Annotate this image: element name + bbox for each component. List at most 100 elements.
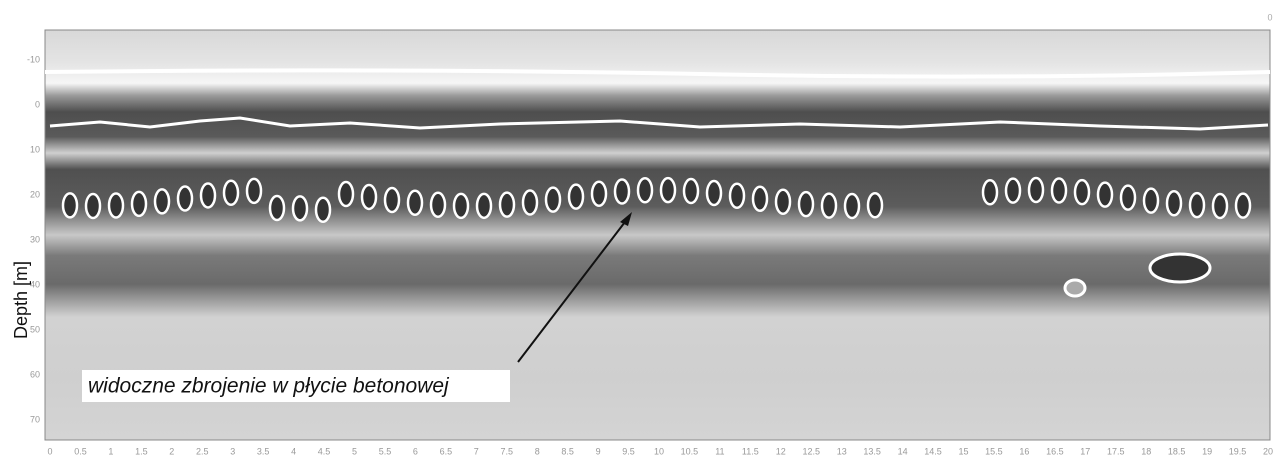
rebar-reflection <box>222 179 240 207</box>
rebar-reflection <box>636 176 654 204</box>
x-tick-label: 8.5 <box>561 446 574 456</box>
arrow <box>517 217 629 363</box>
x-tick-label: 18.5 <box>1168 446 1186 456</box>
x-tick-label: 3.5 <box>257 446 270 456</box>
y-tick-label: 10 <box>30 144 40 154</box>
surface-reflection <box>44 68 1271 79</box>
rebar-reflection <box>130 190 148 218</box>
x-tick-label: 0 <box>47 446 52 456</box>
y-tick-label: -10 <box>27 54 40 64</box>
rebar-reflection <box>406 189 424 216</box>
x-tick-label: 6.5 <box>440 446 453 456</box>
rebar-reflection <box>1050 177 1068 204</box>
y-tick-label: 0 <box>35 99 40 109</box>
rebar-reflection <box>176 185 194 212</box>
rebar-reflections <box>61 176 1252 298</box>
x-tick-label: 7.5 <box>500 446 513 456</box>
x-tick-label: 1.5 <box>135 446 148 456</box>
x-tick-label: 7 <box>474 446 479 456</box>
rebar-reflection <box>659 176 677 204</box>
corner-label: 0 <box>1267 12 1272 22</box>
x-tick-label: 14.5 <box>924 446 942 456</box>
rebar-reflection <box>107 192 125 219</box>
x-tick-label: 9 <box>596 446 601 456</box>
rebar-reflection <box>1165 190 1183 217</box>
x-tick-label: 5.5 <box>379 446 392 456</box>
annotation: widoczne zbrojenie w płycie betonowej <box>88 375 450 398</box>
rebar-reflection <box>245 177 263 205</box>
x-tick-label: 15 <box>958 446 968 456</box>
x-tick-label: 19 <box>1202 446 1212 456</box>
x-tick-label: 16 <box>1019 446 1029 456</box>
x-tick-label: 18 <box>1141 446 1151 456</box>
rebar-reflection <box>337 180 355 208</box>
x-tick-label: 10.5 <box>681 446 699 456</box>
x-tick-label: 8 <box>535 446 540 456</box>
rebar-reflection <box>544 186 562 213</box>
x-tick-label: 14 <box>898 446 908 456</box>
x-tick-label: 17 <box>1080 446 1090 456</box>
x-tick-label: 6 <box>413 446 418 456</box>
rebar-reflection <box>1188 191 1206 219</box>
rebar-reflection <box>1096 181 1114 208</box>
rebar-reflection <box>521 189 539 216</box>
rebar-reflection <box>1004 177 1022 204</box>
annotation-box <box>82 370 510 402</box>
x-tick-label: 12 <box>776 446 786 456</box>
rebar-reflection <box>1234 192 1252 219</box>
rebar-reflection <box>705 179 723 207</box>
rebar-reflection <box>291 195 309 222</box>
x-tick-label: 15.5 <box>985 446 1003 456</box>
rebar-reflection <box>751 185 769 213</box>
rebar-reflection <box>1119 184 1137 211</box>
y-tick-label: 30 <box>30 234 40 244</box>
rebar-reflection <box>429 191 447 219</box>
rebar-reflection <box>268 194 286 222</box>
rebar-reflection <box>843 192 861 220</box>
x-tick-label: 3 <box>230 446 235 456</box>
x-tick-label: 2.5 <box>196 446 209 456</box>
rebar-reflection <box>866 191 884 219</box>
x-tick-label: 4 <box>291 446 296 456</box>
y-tick-label: 50 <box>30 324 40 334</box>
x-tick-label: 10 <box>654 446 664 456</box>
x-tick-label: 4.5 <box>318 446 331 456</box>
x-tick-label: 13 <box>837 446 847 456</box>
rebar-reflection <box>199 182 217 209</box>
rebar-reflection <box>774 188 792 215</box>
x-tick-label: 19.5 <box>1229 446 1247 456</box>
anomaly <box>1148 252 1212 284</box>
x-tick-label: 13.5 <box>863 446 881 456</box>
rebar-reflection <box>981 179 999 206</box>
rebar-reflection <box>797 190 815 218</box>
rebar-reflection <box>153 188 171 215</box>
rebar-reflection <box>1027 176 1045 204</box>
y-tick-label: 20 <box>30 189 40 199</box>
rebar-reflection <box>1142 187 1160 214</box>
rebar-reflection <box>1073 178 1091 206</box>
rebar-reflection <box>1211 192 1229 220</box>
y-tick-label: 40 <box>30 279 40 289</box>
x-tick-label: 9.5 <box>622 446 635 456</box>
x-tick-label: 16.5 <box>1046 446 1064 456</box>
rebar-reflection <box>567 183 585 210</box>
x-tick-label: 5 <box>352 446 357 456</box>
rebar-reflection <box>728 182 746 210</box>
rebar-reflection <box>61 192 79 219</box>
rebar-reflection <box>498 191 516 218</box>
x-tick-label: 11 <box>715 446 724 456</box>
layer-reflection <box>49 116 1269 131</box>
x-tick-label: 0.5 <box>74 446 87 456</box>
rebar-reflection <box>820 192 838 219</box>
x-tick-label: 20 <box>1263 446 1273 456</box>
rebar-reflection <box>84 192 102 220</box>
rebar-reflection <box>383 186 401 214</box>
x-tick-label: 2 <box>169 446 174 456</box>
y-tick-label: 60 <box>30 369 40 379</box>
rebar-reflection <box>452 192 470 220</box>
y-tick-label: 70 <box>30 414 40 424</box>
y-axis-label: Depth [m] <box>11 261 31 339</box>
x-tick-label: 17.5 <box>1107 446 1125 456</box>
rebar-reflection <box>360 183 378 211</box>
